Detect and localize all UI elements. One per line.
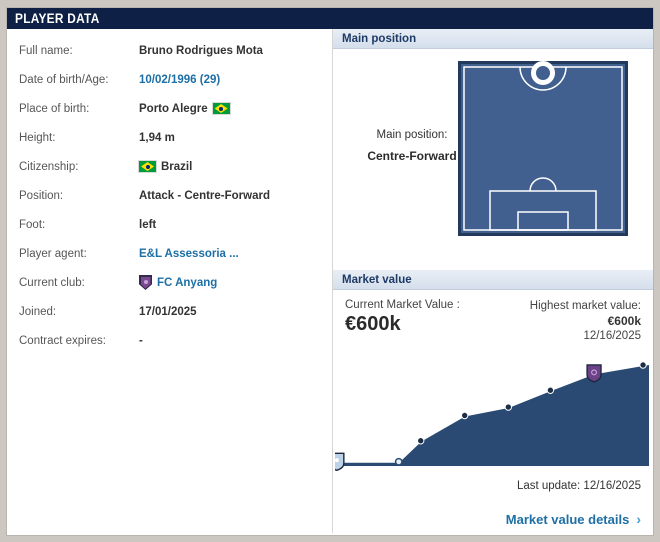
table-row: Current club: FC Anyang (19, 268, 332, 297)
chart-point[interactable] (417, 437, 425, 445)
info-label: Joined: (19, 305, 57, 318)
pitch-field (458, 61, 628, 236)
table-row: Date of birth/Age: 10/02/1996 (29) (19, 65, 332, 94)
table-row: Height: 1,94 m (19, 123, 332, 152)
info-value: Brazil (139, 161, 192, 173)
market-value-header: Market value (333, 270, 653, 290)
table-row: Full name: Bruno Rodrigues Mota (19, 36, 332, 65)
info-value-text: Bruno Rodrigues Mota (139, 44, 263, 57)
info-value-text: left (139, 218, 157, 231)
info-label: Player agent: (19, 247, 87, 260)
market-value-body: Current Market Value : €600k Highest mar… (333, 290, 653, 533)
highest-market-value-date: 12/16/2025 (583, 330, 641, 342)
current-market-value-label: Current Market Value : (345, 299, 460, 311)
main-position-text: Main position: Centre-Forward (343, 129, 481, 163)
table-row: Citizenship: Brazil (19, 152, 332, 181)
info-value: 17/01/2025 (139, 306, 197, 318)
table-row: Foot: left (19, 210, 332, 239)
main-position-header-label: Main position (342, 32, 417, 45)
info-value-text: Brazil (161, 160, 193, 173)
chart-point[interactable] (504, 403, 513, 411)
info-value: left (139, 219, 156, 231)
right-column: Main position Main position: Centre-Forw… (332, 29, 653, 533)
market-value-details-link[interactable]: Market value details › (506, 511, 641, 527)
chevron-right-icon: › (636, 511, 641, 527)
market-value-summary: Current Market Value : €600k Highest mar… (333, 290, 653, 344)
player-data-card: PLAYER DATA Full name: Bruno Rodrigues Mo… (6, 7, 654, 536)
goal-area (517, 211, 569, 231)
fc-anyang-crest-icon (139, 275, 152, 290)
last-update: Last update: 12/16/2025 (516, 480, 641, 492)
info-label: Foot: (19, 218, 46, 231)
position-marker-centre-forward-icon (531, 61, 555, 85)
highest-market-value-label: Highest market value: (529, 300, 641, 312)
info-value-text: 17/01/2025 (139, 305, 197, 318)
crest-detail (335, 458, 339, 463)
player-data-header: PLAYER DATA (7, 8, 653, 29)
info-label: Contract expires: (19, 334, 106, 347)
info-value-text: 1,94 m (139, 131, 175, 144)
pitch-diagram (458, 61, 628, 236)
info-label: Date of birth/Age: (19, 73, 109, 86)
main-position-body: Main position: Centre-Forward (333, 49, 653, 270)
info-value-link[interactable]: FC Anyang (157, 276, 218, 289)
card-content: Full name: Bruno Rodrigues Mota Date of bi… (7, 29, 653, 533)
info-value-text: - (139, 334, 143, 347)
info-label: Full name: (19, 44, 73, 57)
table-row: Player agent: E&L Assessoria ... (19, 239, 332, 268)
player-info-table: Full name: Bruno Rodrigues Mota Date of bi… (7, 29, 332, 533)
table-row: Contract expires: - (19, 326, 332, 355)
chart-club-crest-icon[interactable] (335, 452, 345, 472)
current-market-value-block: Current Market Value : €600k (345, 299, 460, 344)
chart-point[interactable] (461, 411, 469, 420)
info-label: Citizenship: (19, 160, 79, 173)
info-value: Porto Alegre (139, 103, 230, 115)
current-market-value: €600k (345, 313, 401, 335)
market-value-details-label: Market value details (505, 512, 630, 527)
info-value-text: Attack - Centre-Forward (139, 189, 270, 202)
penalty-arc (529, 177, 557, 192)
main-position-value: Centre-Forward (367, 149, 457, 163)
chart-area-fill (336, 364, 649, 466)
highest-market-value-block: Highest market value: €600k 12/16/2025 (530, 299, 641, 344)
info-value-text: Porto Alegre (139, 102, 208, 115)
info-value: 1,94 m (139, 132, 175, 144)
chart-point[interactable] (394, 457, 403, 466)
table-row: Position: Attack - Centre-Forward (19, 181, 332, 210)
table-row: Joined: 17/01/2025 (19, 297, 332, 326)
info-label: Height: (19, 131, 56, 144)
chart-club-crest-fc-anyang-icon[interactable] (586, 364, 602, 383)
center-circle-arc (519, 66, 567, 91)
info-value: E&L Assessoria ... (139, 248, 239, 260)
info-label: Position: (19, 189, 64, 202)
info-value-link[interactable]: 10/02/1996 (29) (139, 73, 221, 86)
chart-point[interactable] (546, 386, 555, 394)
info-value: Bruno Rodrigues Mota (139, 45, 263, 57)
info-label: Place of birth: (19, 102, 90, 115)
table-row: Place of birth: Porto Alegre (19, 94, 332, 123)
info-value: Attack - Centre-Forward (139, 190, 270, 202)
brazil-flag-icon (212, 103, 230, 114)
info-value: 10/02/1996 (29) (139, 74, 220, 86)
main-position-label: Main position: (376, 129, 448, 141)
crest-detail (591, 369, 598, 376)
chart-point[interactable] (639, 361, 647, 369)
info-label: Current club: (19, 276, 85, 289)
info-value: - (139, 335, 143, 347)
market-value-chart[interactable] (335, 354, 649, 472)
main-position-header: Main position (333, 29, 653, 49)
page-title: PLAYER DATA (15, 11, 100, 26)
highest-market-value: €600k (607, 314, 641, 328)
info-value: FC Anyang (139, 275, 217, 290)
info-value-link[interactable]: E&L Assessoria ... (139, 247, 239, 260)
market-value-header-label: Market value (342, 273, 412, 286)
brazil-flag-icon (139, 161, 156, 172)
